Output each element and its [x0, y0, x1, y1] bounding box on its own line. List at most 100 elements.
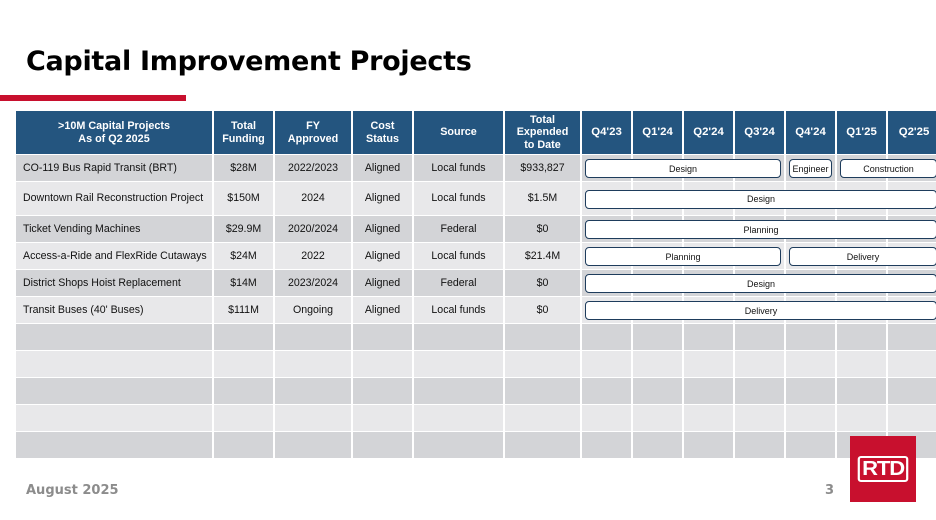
timeline-cell — [582, 405, 631, 432]
timeline-cell — [837, 324, 886, 351]
slide-title: Capital Improvement Projects — [26, 46, 472, 77]
table-cell — [414, 405, 503, 432]
rtd-logo: RTD — [850, 436, 916, 502]
table-cell — [414, 378, 503, 405]
funding-source: Local funds — [414, 155, 503, 182]
phase-bar: Design — [585, 189, 936, 209]
fy-approved: 2024 — [275, 182, 351, 216]
timeline-cell — [837, 405, 886, 432]
q3-24-header: Q3'24 — [735, 111, 784, 155]
table-cell — [214, 324, 273, 351]
timeline-cell — [888, 324, 936, 351]
phase-bar: Planning — [585, 220, 936, 239]
table-cell — [414, 324, 503, 351]
timeline-cell — [786, 378, 835, 405]
page-number: 3 — [825, 483, 835, 498]
q1-24-header: Q1'24 — [633, 111, 682, 155]
table-cell — [505, 324, 580, 351]
q1-25-header: Q1'25 — [837, 111, 886, 155]
timeline-cell — [735, 378, 784, 405]
table-cell — [414, 351, 503, 378]
fy-approved: Ongoing — [275, 297, 351, 324]
table-cell — [214, 432, 273, 459]
timeline-cell — [837, 378, 886, 405]
phase-bar: Engineer — [789, 159, 832, 178]
cost-status: Aligned — [353, 155, 412, 182]
q4-23-header: Q4'23 — [582, 111, 631, 155]
q2-25-header: Q2'25 — [888, 111, 936, 155]
table-cell — [214, 378, 273, 405]
timeline-cell — [582, 378, 631, 405]
title-accent-bar — [0, 95, 186, 101]
funding-source: Local funds — [414, 182, 503, 216]
total-funding: $28M — [214, 155, 273, 182]
fy-approved: 2023/2024 — [275, 270, 351, 297]
table-cell — [16, 324, 212, 351]
timeline-cell — [633, 324, 682, 351]
timeline-cell — [633, 378, 682, 405]
total-expended: $0 — [505, 216, 580, 243]
phase-bar: Planning — [585, 247, 781, 266]
q4-24-header: Q4'24 — [786, 111, 835, 155]
total-expended: $21.4M — [505, 243, 580, 270]
table-cell — [353, 351, 412, 378]
timeline-cell — [786, 405, 835, 432]
funding-source: Federal — [414, 216, 503, 243]
project-name: CO-119 Bus Rapid Transit (BRT) — [16, 155, 212, 182]
table-cell — [414, 432, 503, 459]
table-cell — [353, 405, 412, 432]
table-cell — [214, 351, 273, 378]
project-name: Downtown Rail Reconstruction Project — [16, 182, 212, 216]
rtd-logo-text: RTD — [857, 456, 909, 482]
fy-approved: 2022 — [275, 243, 351, 270]
phase-bar: Design — [585, 159, 781, 178]
phase-bar: Delivery — [789, 247, 936, 266]
timeline-cell — [684, 432, 733, 459]
total-funding: $24M — [214, 243, 273, 270]
cost-status: Aligned — [353, 182, 412, 216]
timeline-cell — [837, 351, 886, 378]
table-cell — [353, 378, 412, 405]
fy-approved: 2022/2023 — [275, 155, 351, 182]
total-expended: $933,827 — [505, 155, 580, 182]
project-name: Transit Buses (40' Buses) — [16, 297, 212, 324]
table-cell — [353, 432, 412, 459]
total-expended: $0 — [505, 270, 580, 297]
fy-approved: 2020/2024 — [275, 216, 351, 243]
table-cell — [275, 432, 351, 459]
timeline-cell — [582, 351, 631, 378]
table-cell — [16, 351, 212, 378]
timeline-cell — [684, 324, 733, 351]
funding-source: Federal — [414, 270, 503, 297]
timeline-cell — [888, 351, 936, 378]
cost-status: Aligned — [353, 243, 412, 270]
fy-header: FY Approved — [275, 111, 351, 155]
phase-bar: Design — [585, 274, 936, 293]
table-cell — [505, 378, 580, 405]
q2-24-header: Q2'24 — [684, 111, 733, 155]
project-name: District Shops Hoist Replacement — [16, 270, 212, 297]
phase-bar: Construction — [840, 159, 936, 178]
total-expended: $1.5M — [505, 182, 580, 216]
table-cell — [275, 351, 351, 378]
project-name: Access-a-Ride and FlexRide Cutaways — [16, 243, 212, 270]
footer-date: August 2025 — [26, 483, 119, 498]
table-cell — [16, 405, 212, 432]
timeline-cell — [888, 405, 936, 432]
capital-projects-table: >10M Capital Projects As of Q2 2025 Total… — [16, 111, 936, 460]
timeline-cell — [582, 432, 631, 459]
timeline-cell — [735, 432, 784, 459]
timeline-cell — [786, 432, 835, 459]
table-cell — [505, 405, 580, 432]
timeline-cell — [786, 324, 835, 351]
timeline-cell — [735, 324, 784, 351]
project-name: Ticket Vending Machines — [16, 216, 212, 243]
timeline-cell — [633, 351, 682, 378]
cost-status-header: Cost Status — [353, 111, 412, 155]
table-cell — [214, 405, 273, 432]
total-funding: $150M — [214, 182, 273, 216]
cost-status: Aligned — [353, 216, 412, 243]
project-header: >10M Capital Projects As of Q2 2025 — [16, 111, 212, 155]
timeline-cell — [633, 405, 682, 432]
timeline-cell — [684, 378, 733, 405]
